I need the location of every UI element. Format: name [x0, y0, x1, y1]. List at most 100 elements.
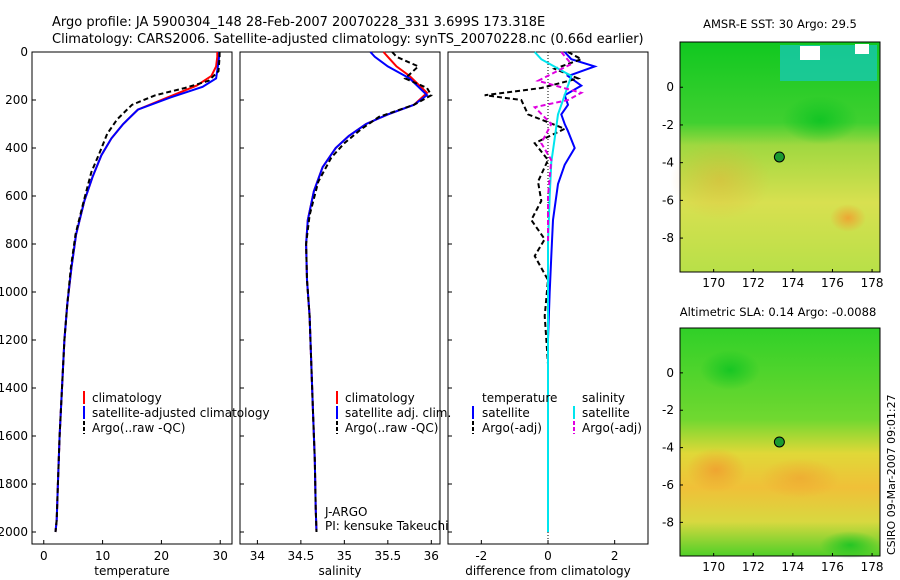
depth-tick-label: 1200	[0, 333, 28, 347]
map-x-tick-label: 172	[742, 276, 765, 290]
x-tick-label: 30	[213, 549, 228, 563]
temperature-x-ticks: 0 10 20 30	[40, 540, 228, 563]
sla-high-patch	[686, 448, 746, 492]
salinity-x-ticks: 34 34.5 35 35.5 36	[250, 540, 439, 563]
temperature-xlabel: temperature	[94, 564, 169, 578]
sla-float-marker	[773, 436, 785, 448]
map-x-tick-label: 174	[781, 560, 804, 574]
legend-label-satellite: satellite-adjusted climatology	[92, 406, 270, 420]
map-y-tick-label: 0	[666, 366, 674, 380]
sst-warm-patch	[830, 204, 866, 232]
map-x-tick-label: 170	[702, 276, 725, 290]
legend-label-climatology: climatology	[345, 391, 415, 405]
salinity-series	[305, 51, 433, 533]
depth-tick-label: 2000	[0, 525, 28, 539]
sst-map: 170 172 174 176 178 0 -2 -4 -6 -8	[662, 41, 884, 290]
sla-low-patch	[820, 531, 880, 559]
map-y-tick-label: -4	[662, 441, 674, 455]
sst-map-title: AMSR-E SST: 30 Argo: 29.5	[703, 17, 857, 31]
legend-label-climatology: climatology	[92, 391, 162, 405]
depth-axis: 0 200 400 600 800 1000 1200 1400 1600 1800 2000	[0, 45, 452, 539]
sst-map-frame	[679, 41, 881, 273]
depth-tick-label: 200	[5, 93, 28, 107]
map-x-tick-label: 178	[861, 560, 884, 574]
salinity-legend: climatology satellite adj. clim. Argo(..…	[324, 391, 451, 533]
x-tick-label: 36	[424, 549, 439, 563]
x-tick-label: 2	[611, 549, 619, 563]
map-y-tick-label: -2	[662, 403, 674, 417]
depth-tick-label: 1000	[0, 285, 28, 299]
map-y-tick-label: -8	[662, 231, 674, 245]
sst-missing-data	[800, 46, 820, 60]
legend-label-argo: Argo(..raw -QC)	[92, 421, 185, 435]
header-line-2: Climatology: CARS2006. Satellite-adjuste…	[52, 32, 644, 47]
map-x-tick-label: 174	[781, 276, 804, 290]
depth-tick-label: 1800	[0, 477, 28, 491]
legend-label-sal-argo: Argo(-adj)	[582, 421, 642, 435]
legend-title-salinity: salinity	[582, 391, 625, 405]
map-x-tick-label: 172	[742, 560, 765, 574]
sst-missing-data	[855, 44, 869, 54]
sst-float-marker	[773, 151, 785, 163]
salinity-xlabel: salinity	[318, 564, 361, 578]
map-x-tick-label: 176	[821, 560, 844, 574]
map-y-tick-label: -4	[662, 156, 674, 170]
salinity-plot-frame	[239, 51, 441, 545]
map-y-tick-label: -6	[662, 193, 674, 207]
x-tick-label: 0	[40, 549, 48, 563]
legend-title-temperature: temperature	[482, 391, 557, 405]
temperature-legend: climatology satellite-adjusted climatolo…	[83, 391, 270, 435]
x-tick-label: 34	[250, 549, 265, 563]
depth-tick-label: 0	[20, 45, 28, 59]
sla-map-title: Altimetric SLA: 0.14 Argo: -0.0088	[680, 305, 877, 319]
pi-label: PI: kensuke Takeuchi	[325, 519, 448, 533]
x-tick-label: 10	[95, 549, 110, 563]
sla-map: 170 172 174 176 178 0 -2 -4 -6 -8	[662, 327, 884, 574]
temperature-plot-frame	[31, 51, 233, 545]
map-y-tick-label: -8	[662, 515, 674, 529]
x-tick-label: -2	[475, 549, 487, 563]
x-tick-label: 34.5	[288, 549, 315, 563]
header-line-1: Argo profile: JA 5900304_148 28-Feb-2007…	[52, 15, 545, 30]
sst-warm-patch	[670, 140, 770, 220]
series-line-argo-raw-qc	[305, 51, 433, 533]
depth-tick-label: 800	[5, 237, 28, 251]
temperature-series	[54, 52, 221, 533]
depth-tick-label: 600	[5, 189, 28, 203]
map-y-tick-label: 0	[666, 80, 674, 94]
depth-tick-label: 1600	[0, 429, 28, 443]
map-y-tick-label: -2	[662, 118, 674, 132]
depth-tick-label: 400	[5, 141, 28, 155]
legend-label-temp-satellite: satellite	[482, 406, 530, 420]
x-tick-label: 20	[154, 549, 169, 563]
map-x-tick-label: 170	[702, 560, 725, 574]
series-line-temperature-argo-adj	[484, 51, 584, 532]
sla-low-patch	[700, 350, 760, 390]
sla-map-ticks: 170 172 174 176 178 0 -2 -4 -6 -8	[662, 366, 884, 574]
sst-cool-patch	[782, 96, 858, 144]
series-line-salinity-argo-adj	[532, 51, 584, 244]
difference-series	[484, 51, 598, 532]
difference-legend: temperature salinity satellite Argo(-adj…	[472, 391, 642, 435]
difference-x-ticks: -2 0 2	[475, 540, 618, 563]
series-line-argo-raw-qc	[54, 52, 221, 533]
legend-label-satellite: satellite adj. clim.	[345, 406, 451, 420]
map-y-tick-label: -6	[662, 478, 674, 492]
program-label: J-ARGO	[324, 505, 367, 519]
credit-stamp: CSIRO 09-Mar-2007 09:01:27	[885, 394, 898, 555]
series-line-salinity-satellite	[533, 51, 573, 532]
map-x-tick-label: 178	[861, 276, 884, 290]
legend-label-sal-satellite: satellite	[582, 406, 630, 420]
sla-high-patch	[760, 458, 840, 498]
x-tick-label: 0	[544, 549, 552, 563]
legend-label-argo: Argo(..raw -QC)	[345, 421, 438, 435]
x-tick-label: 35	[337, 549, 352, 563]
x-tick-label: 35.5	[374, 549, 401, 563]
depth-tick-label: 1400	[0, 381, 28, 395]
difference-xlabel: difference from climatology	[465, 564, 631, 578]
map-x-tick-label: 176	[821, 276, 844, 290]
legend-label-temp-argo: Argo(-adj)	[482, 421, 542, 435]
sst-map-ticks: 170 172 174 176 178 0 -2 -4 -6 -8	[662, 80, 884, 290]
sla-map-frame	[679, 327, 881, 557]
